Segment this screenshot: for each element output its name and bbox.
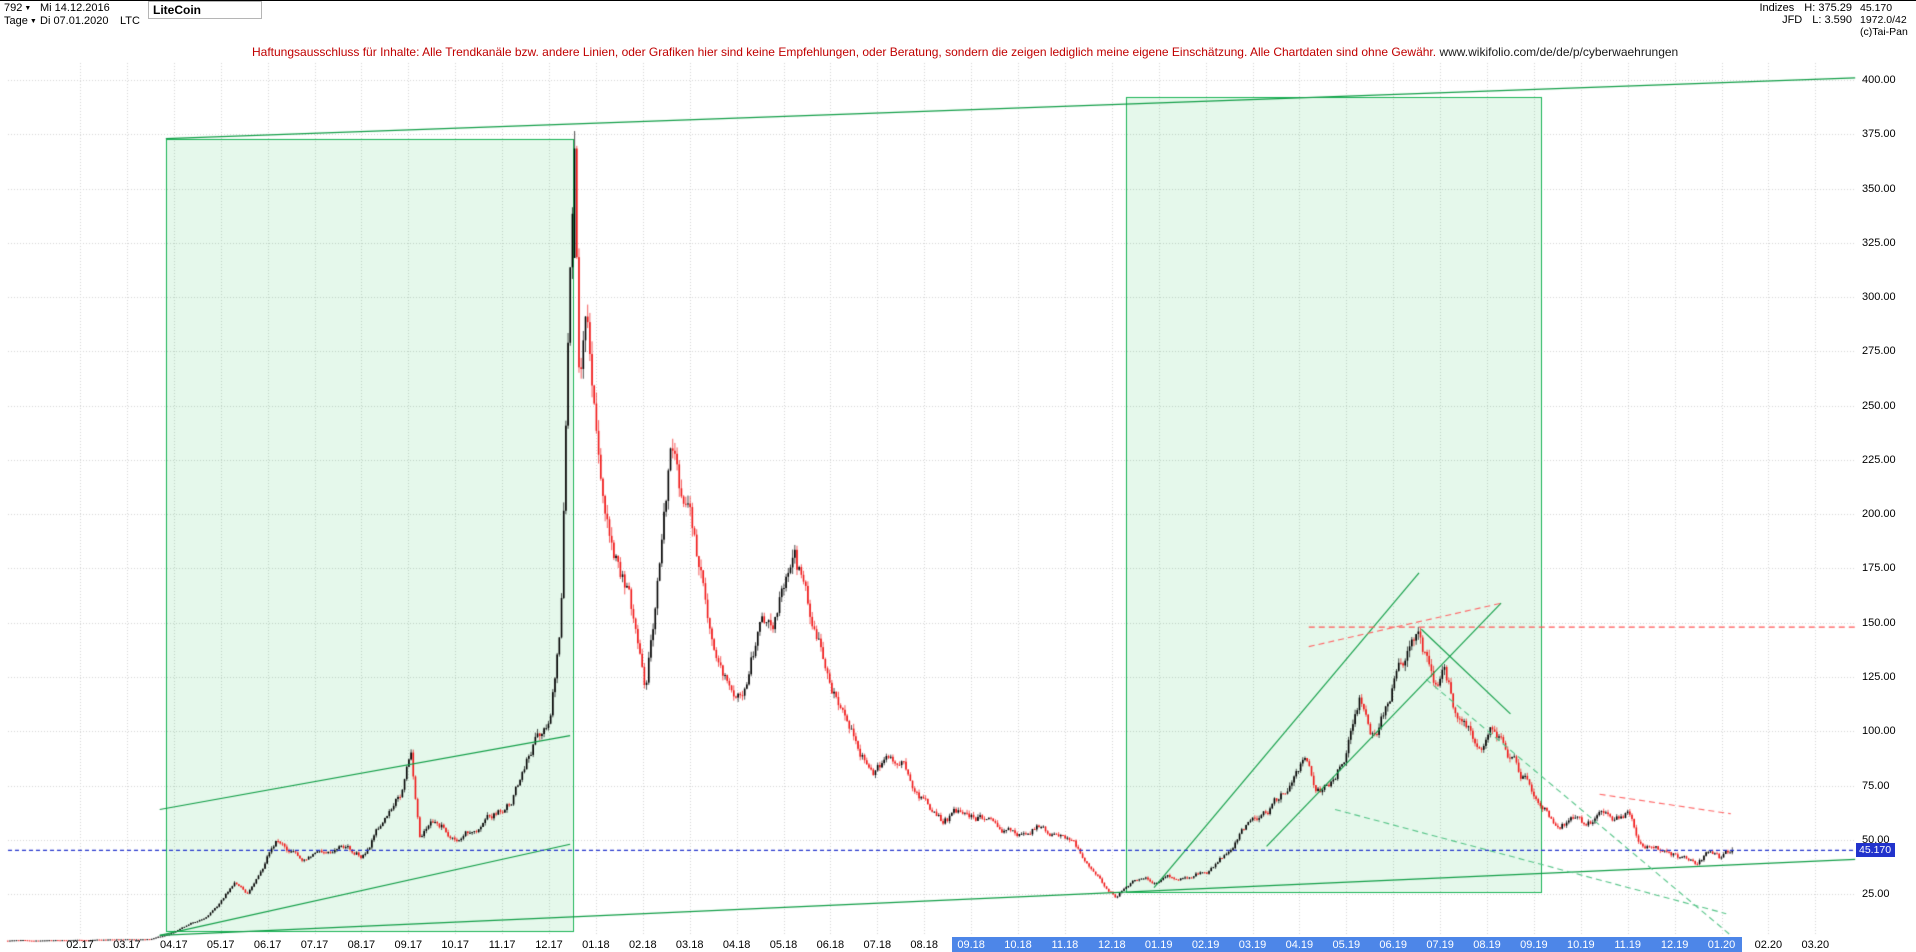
chevron-down-icon: ▼ [24,5,32,12]
last-price-tag: 45.170 [1856,843,1896,858]
y-axis-label: 175.00 [1862,562,1896,575]
y-axis-label: 400.00 [1862,74,1896,86]
toolbar: 792 ▼ Mi 14.12.2016 LiteCoin Tage ▼ Di 07.… [0,1,1916,27]
y-axis[interactable]: 400.00 375.00 350.00 325.00 300.00 275.00 250.… [1856,1,1916,952]
last-date-label: Di 07.01.2020 [40,15,109,27]
disclaimer-text: Haftungsausschluss für Inhalte: Alle Tre… [252,45,1437,59]
bars-count-value: 792 [4,2,23,14]
y-axis-label: 225.00 [1862,453,1896,466]
symbol-name-field[interactable]: LiteCoin [148,1,262,19]
disclaimer-url[interactable]: www.wikifolio.com/de/de/p/cyberwaehrunge… [1439,45,1679,59]
feed-label: JFD [1782,14,1803,26]
alltime-low-label: L: 3.590 [1812,14,1852,26]
gutter-volume: 1972.0/42 [1860,14,1907,26]
y-axis-label: 25.00 [1862,888,1890,901]
y-axis-label: 350.00 [1862,182,1896,195]
axis-gutter-header: 45.170 1972.0/42 (c)Tai-Pan [1860,2,1908,38]
period-dropdown[interactable]: Tage ▼ [4,15,37,27]
y-axis-label: 250.00 [1862,399,1896,412]
chevron-down-icon: ▼ [29,18,37,25]
y-axis-label: 125.00 [1862,671,1896,684]
last-price-tag-value: 45.170 [1859,844,1892,857]
y-axis-label: 275.00 [1862,345,1896,358]
symbol-code-label: LTC [120,15,140,27]
header-stats: Indizes H: 375.29 JFD L: 3.590 [1759,2,1852,26]
y-axis-label: 200.00 [1862,508,1896,521]
y-axis-label: 50.00 [1862,833,1890,846]
gutter-last-price: 45.170 [1860,2,1893,14]
disclaimer: Haftungsausschluss für Inhalte: Alle Tre… [252,45,1678,59]
x-axis-highlight[interactable] [952,937,1743,952]
y-axis-label: 300.00 [1862,291,1896,304]
first-date-label: Mi 14.12.2016 [40,2,110,14]
y-axis-label: 325.00 [1862,236,1896,249]
index-label: Indizes [1759,2,1795,14]
y-axis-label: 150.00 [1862,616,1896,629]
copyright-label: (c)Tai-Pan [1860,26,1908,38]
y-axis-label: 100.00 [1862,725,1896,738]
y-axis-label: 375.00 [1862,128,1896,141]
period-value: Tage [4,15,28,27]
y-axis-label: 75.00 [1862,779,1890,792]
bars-count-dropdown[interactable]: 792 ▼ [4,2,31,14]
alltime-high-label: H: 375.29 [1804,2,1852,14]
